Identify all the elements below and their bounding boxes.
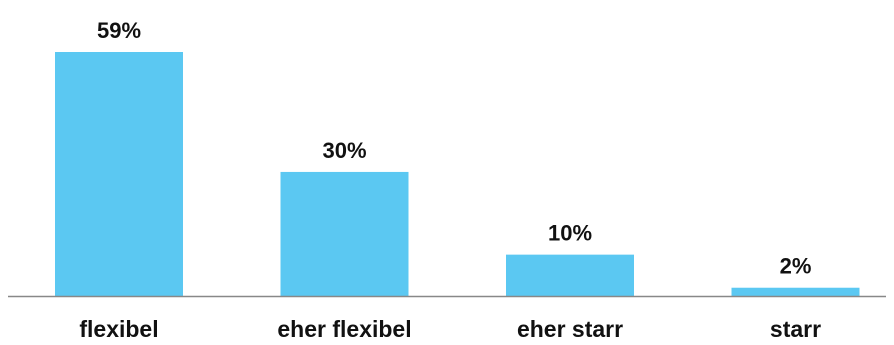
value-label: 59% (97, 18, 141, 43)
value-labels-group: 59% 30% 10% 2% (97, 18, 811, 279)
bar-eher-starr (506, 254, 634, 296)
category-label: starr (770, 316, 821, 342)
bars-group (55, 52, 860, 296)
category-label: eher starr (517, 316, 623, 342)
value-label: 2% (780, 254, 812, 279)
value-label: 30% (322, 138, 366, 163)
category-labels-group: flexibel eher flexibel eher starr starr (79, 316, 821, 342)
value-label: 10% (548, 221, 592, 246)
category-label: flexibel (79, 316, 158, 342)
bar-eher-flexibel (280, 171, 409, 296)
bar-starr (731, 287, 860, 296)
bar-flexibel (55, 52, 183, 296)
category-label: eher flexibel (277, 316, 411, 342)
